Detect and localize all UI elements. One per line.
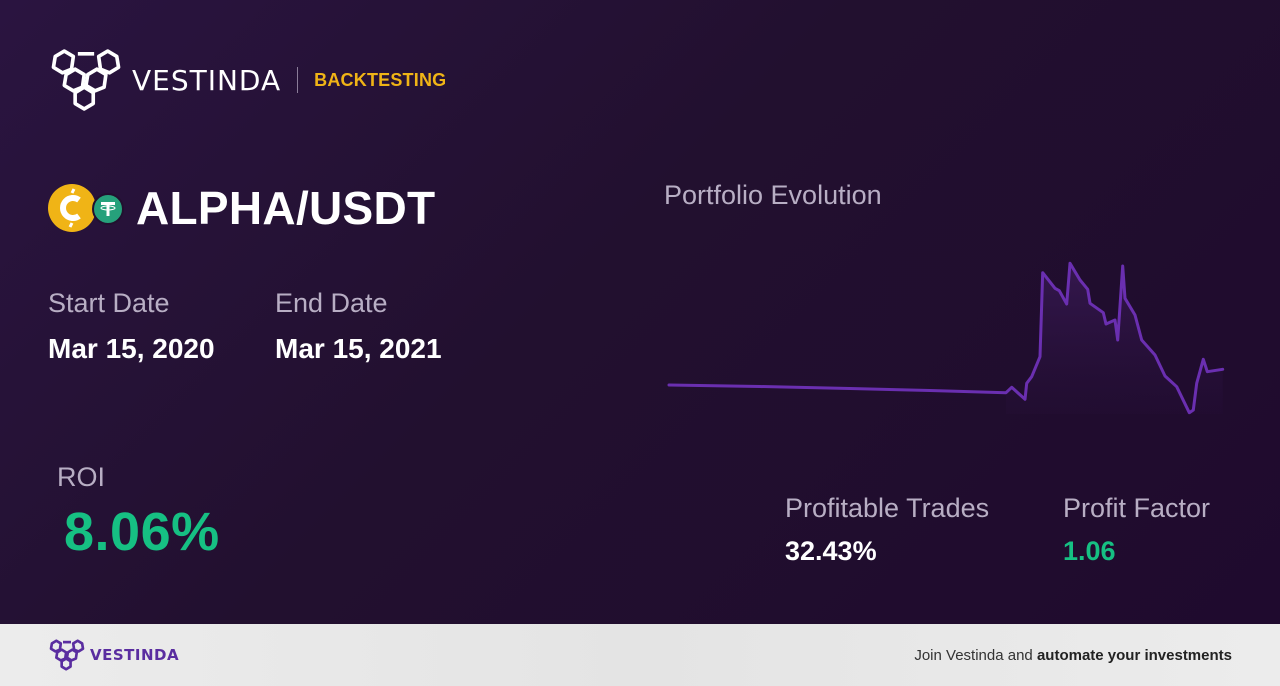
footer: VESTINDA Join Vestinda and automate your…: [0, 624, 1280, 686]
backtest-card: VESTINDA BACKTESTING ALPHA/USDT: [0, 0, 1280, 624]
chart-line: [667, 261, 1225, 415]
brand-divider: [297, 67, 299, 93]
pair-name: ALPHA/USDT: [136, 182, 436, 234]
hexagon-cluster-logo-icon: [51, 49, 121, 111]
profitable-trades-value: 32.43%: [785, 536, 877, 566]
start-date-value: Mar 15, 2020: [48, 333, 215, 364]
start-date-label: Start Date: [48, 288, 170, 318]
profitable-trades: Profitable Trades 32.43%: [785, 493, 989, 567]
chart-area-fill: [1006, 263, 1223, 414]
footer-hexagon-logo-icon: [49, 639, 85, 671]
chart-title: Portfolio Evolution: [664, 180, 882, 210]
profit-factor-value: 1.06: [1063, 536, 1116, 566]
end-date-label: End Date: [275, 288, 388, 318]
profitable-trades-label: Profitable Trades: [785, 493, 990, 523]
end-date-value: Mar 15, 2021: [275, 333, 442, 364]
footer-cta-bold: automate your investments: [1036, 646, 1232, 664]
profit-factor: Profit Factor 1.06: [1063, 493, 1210, 567]
roi-label: ROI: [57, 462, 106, 492]
footer-brand[interactable]: VESTINDA: [48, 639, 179, 671]
roi-block: ROI 8.06%: [57, 462, 220, 563]
brand-name: VESTINDA: [132, 63, 282, 97]
footer-brand-name: VESTINDA: [90, 646, 180, 664]
footer-cta-prefix: Join Vestinda and: [914, 646, 1037, 664]
roi-value: 8.06%: [64, 502, 220, 562]
trading-pair: ALPHA/USDT: [48, 180, 435, 236]
alpha-coin-icon: [48, 184, 96, 232]
tether-icon: [92, 193, 124, 225]
end-date: End Date Mar 15, 2021: [275, 288, 442, 365]
brand-header: VESTINDA BACKTESTING: [48, 46, 446, 114]
footer-cta[interactable]: Join Vestinda and automate your investme…: [914, 647, 1232, 664]
start-date: Start Date Mar 15, 2020: [48, 288, 215, 365]
section-tag: BACKTESTING: [314, 69, 447, 90]
profit-factor-label: Profit Factor: [1063, 493, 1211, 523]
pair-icons: [48, 180, 126, 236]
